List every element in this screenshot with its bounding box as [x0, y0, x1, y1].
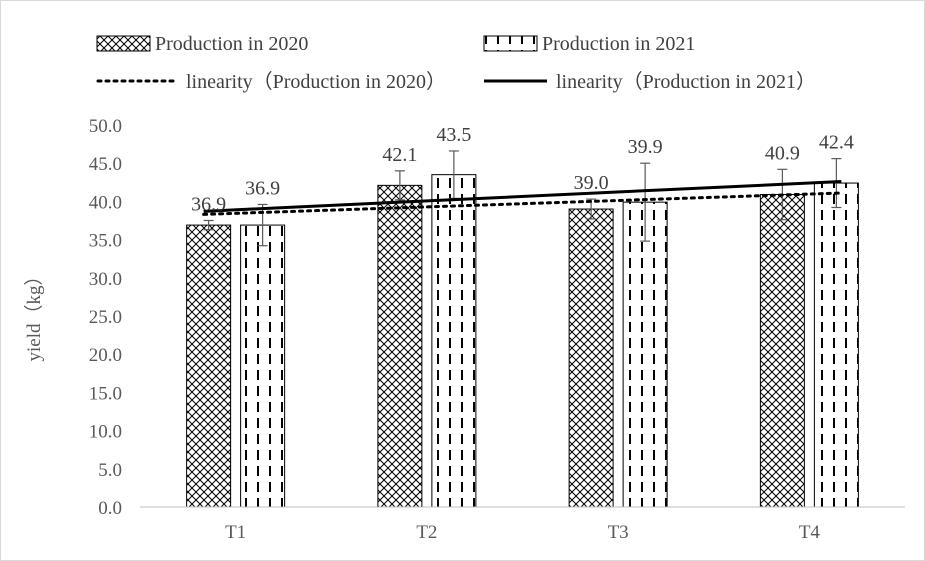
data-label-s1-t3: 39.9: [628, 136, 663, 158]
legend: Production in 2020 Production in 2021 li…: [97, 33, 816, 93]
y-tick-label-7: 35.0: [89, 231, 122, 252]
y-tick-label-8: 40.0: [89, 192, 122, 213]
legend-item-trend-2021: linearity（Production in 2021）: [484, 70, 816, 93]
trendlines: [204, 182, 842, 215]
x-axis-ticks: T1 T2 T3 T4: [225, 522, 820, 543]
y-tick-label-6: 30.0: [89, 269, 122, 290]
legend-label-trend-2021: linearity（Production in 2021）: [556, 70, 816, 93]
y-tick-label-10: 50.0: [89, 116, 122, 137]
x-tick-label-t1: T1: [225, 522, 246, 543]
y-axis-title: yield（kg）: [23, 267, 45, 362]
data-label-s1-t1: 36.9: [245, 177, 280, 199]
y-tick-label-1: 5.0: [98, 460, 122, 481]
legend-label-2020: Production in 2020: [155, 33, 308, 55]
x-tick-label-t4: T4: [799, 522, 821, 543]
bar-s0-t4: [760, 195, 804, 507]
bar-s0-t3: [569, 209, 613, 507]
bars: [187, 175, 859, 507]
data-labels: 36.9 42.1 39.0 40.9 36.9 43.5 39.9 42.4: [191, 124, 854, 216]
y-tick-label-2: 10.0: [89, 422, 122, 443]
legend-swatch-2020: [97, 36, 150, 51]
bar-s1-t1: [241, 225, 285, 507]
legend-label-2021: Production in 2021: [542, 33, 695, 55]
legend-item-2021: Production in 2021: [484, 33, 695, 55]
legend-item-trend-2020: linearity（Production in 2020）: [98, 70, 446, 93]
legend-item-2020: Production in 2020: [97, 33, 308, 55]
legend-swatch-2021: [484, 36, 537, 51]
data-label-s0-t1: 36.9: [191, 194, 226, 216]
data-label-s1-t4: 42.4: [819, 132, 854, 154]
bar-s0-t2: [378, 185, 422, 507]
bar-s1-t4: [814, 183, 858, 507]
legend-label-trend-2020: linearity（Production in 2020）: [186, 70, 446, 93]
x-tick-label-t2: T2: [416, 522, 437, 543]
data-label-s0-t2: 42.1: [382, 144, 417, 166]
data-label-s1-t2: 43.5: [436, 124, 471, 146]
bar-s1-t2: [432, 175, 476, 507]
error-bars: [204, 151, 842, 246]
data-label-s0-t4: 40.9: [765, 142, 800, 164]
data-label-s0-t3: 39.0: [574, 172, 609, 194]
y-axis-ticks: 0.0 5.0 10.0 15.0 20.0 25.0 30.0 35.0 40.0 45.0 50…: [89, 116, 122, 519]
x-tick-label-t3: T3: [608, 522, 629, 543]
trendline-2021: [204, 182, 842, 212]
y-tick-label-0: 0.0: [98, 498, 122, 519]
y-tick-label-5: 25.0: [89, 307, 122, 328]
y-tick-label-9: 45.0: [89, 154, 122, 175]
bar-s1-t3: [623, 202, 667, 507]
y-tick-label-4: 20.0: [89, 345, 122, 366]
bar-s0-t1: [187, 225, 231, 507]
y-tick-label-3: 15.0: [89, 383, 122, 404]
